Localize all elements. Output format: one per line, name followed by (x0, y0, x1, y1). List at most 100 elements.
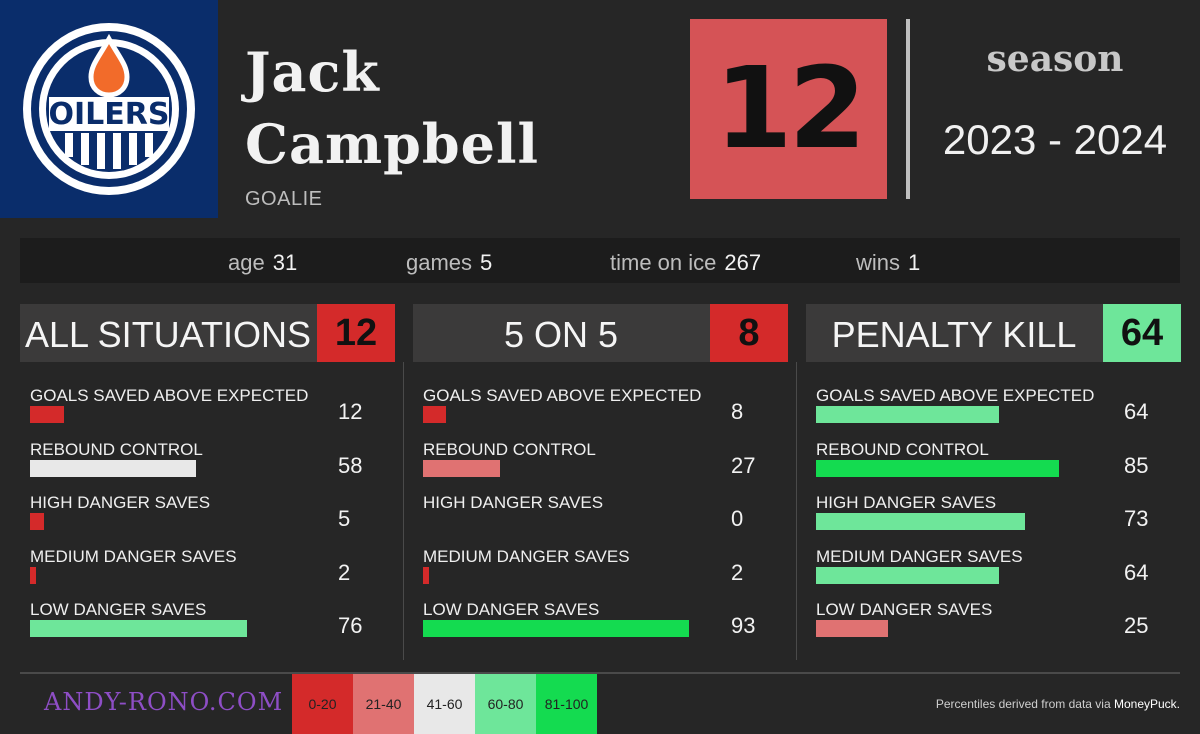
metric-label: MEDIUM DANGER SAVES (423, 546, 630, 566)
metric-label: LOW DANGER SAVES (423, 600, 600, 619)
panel-title: 5 ON 5 (503, 314, 619, 355)
metric-bar (30, 566, 36, 584)
metric-row: MEDIUM DANGER SAVES 2 (423, 547, 783, 597)
metric-label: MEDIUM DANGER SAVES (816, 546, 1023, 566)
metric-bar (423, 406, 446, 423)
metric-label: GOALS SAVED ABOVE EXPECTED (30, 386, 309, 405)
season-years: 2023 - 2024 (942, 116, 1168, 163)
metric-value: 2 (338, 559, 351, 585)
legend-cell-0-20: 0-20 (292, 674, 353, 734)
info-wins-label: wins (856, 250, 901, 275)
metric-label: REBOUND CONTROL (30, 439, 203, 459)
metric-row: LOW DANGER SAVES 76 (30, 600, 390, 650)
metric-value: 73 (1124, 506, 1149, 531)
panel-separator (403, 362, 404, 660)
panel-score: 12 (317, 304, 395, 362)
metric-label: HIGH DANGER SAVES (423, 493, 604, 512)
metric-label: MEDIUM DANGER SAVES (30, 546, 237, 566)
metric-label: HIGH DANGER SAVES (816, 493, 997, 512)
legend-cell-41-60: 41-60 (414, 674, 475, 734)
metric-value: 5 (338, 506, 351, 531)
metric-label: REBOUND CONTROL (816, 439, 989, 459)
metric-row: HIGH DANGER SAVES 5 (30, 493, 390, 543)
metric-row: MEDIUM DANGER SAVES 64 (816, 547, 1176, 597)
metric-row: GOALS SAVED ABOVE EXPECTED 12 (30, 386, 390, 436)
metric-bar (423, 566, 429, 584)
source-link[interactable]: MoneyPuck. (1113, 697, 1180, 711)
metric-bar (30, 406, 64, 423)
info-age: age 31 (228, 250, 297, 276)
metric-bar (423, 459, 500, 477)
player-position: GOALIE (245, 188, 323, 210)
metric-row: HIGH DANGER SAVES 0 (423, 493, 783, 543)
metric-row: MEDIUM DANGER SAVES 2 (30, 547, 390, 597)
metric-bar (816, 566, 999, 584)
panel-score: 8 (710, 304, 788, 362)
metric-bar (816, 406, 999, 423)
panel-header: 5 ON 5 8 (413, 304, 788, 362)
metric-value: 93 (731, 613, 756, 638)
metric-label: LOW DANGER SAVES (30, 600, 207, 619)
info-age-value: 31 (272, 250, 298, 275)
metric-value: 27 (731, 452, 756, 478)
panel-title: PENALTY KILL (831, 314, 1077, 355)
source-text: Percentiles derived from data via (935, 697, 1111, 711)
metric-label: LOW DANGER SAVES (816, 600, 993, 619)
season-label: season (986, 38, 1124, 80)
metric-row: REBOUND CONTROL 27 (423, 440, 783, 490)
metric-value: 2 (731, 559, 744, 585)
site-link[interactable]: ANDY-RONO.COM (44, 688, 284, 716)
player-info-bar: age 31 games 5 time on ice 267 wins 1 (20, 238, 1180, 283)
metric-bar (816, 620, 888, 637)
panel-title: ALL SITUATIONS (24, 314, 312, 355)
logo-wordmark: OILERS (49, 97, 170, 132)
panel-header: PENALTY KILL 64 (806, 304, 1181, 362)
metric-bar (816, 459, 1059, 477)
metric-value: 8 (731, 399, 744, 424)
metric-value: 0 (731, 506, 744, 531)
metric-value: 58 (338, 452, 363, 478)
info-games: games 5 (406, 250, 492, 276)
info-time-on-ice: time on ice 267 (610, 250, 761, 276)
source-credit: Percentiles derived from data via MoneyP… (936, 697, 1180, 711)
metric-value: 76 (338, 613, 363, 638)
info-time-on-ice-value: 267 (724, 250, 762, 275)
metric-row: GOALS SAVED ABOVE EXPECTED 8 (423, 386, 783, 436)
metric-row: LOW DANGER SAVES 25 (816, 600, 1176, 650)
panel-5-on-5: 5 ON 5 8 GOALS SAVED ABOVE EXPECTED 8 REBOUN… (413, 304, 788, 660)
footer-divider (20, 672, 1180, 674)
team-logo-panel: OILERS (0, 0, 218, 218)
panel-header: ALL SITUATIONS 12 (20, 304, 395, 362)
metric-value: 85 (1124, 452, 1149, 478)
info-time-on-ice-label: time on ice (610, 250, 717, 275)
metric-row: GOALS SAVED ABOVE EXPECTED 64 (816, 386, 1176, 436)
panel-separator (796, 362, 797, 660)
metric-row: LOW DANGER SAVES 93 (423, 600, 783, 650)
info-games-value: 5 (480, 250, 493, 275)
percentile-legend: 0-20 21-40 41-60 60-80 81-100 (292, 674, 597, 734)
metric-bar (30, 459, 196, 477)
panel-score: 64 (1103, 304, 1181, 362)
legend-cell-60-80: 60-80 (475, 674, 536, 734)
metric-row: HIGH DANGER SAVES 73 (816, 493, 1176, 543)
legend-cell-81-100: 81-100 (536, 674, 597, 734)
info-wins-value: 1 (908, 250, 921, 275)
player-first-name: Jack (245, 40, 380, 104)
panel-penalty-kill: PENALTY KILL 64 GOALS SAVED ABOVE EXPECTED… (806, 304, 1181, 660)
oilers-logo-icon: OILERS (23, 23, 195, 195)
metric-bar (816, 513, 1025, 530)
metric-bar (30, 513, 44, 530)
metric-bar (423, 620, 689, 637)
metric-label: GOALS SAVED ABOVE EXPECTED (423, 386, 702, 405)
metric-value: 64 (1124, 399, 1149, 424)
metric-label: GOALS SAVED ABOVE EXPECTED (816, 386, 1095, 405)
metric-value: 12 (338, 399, 363, 424)
metric-label: HIGH DANGER SAVES (30, 493, 211, 512)
metric-bar (30, 620, 247, 637)
player-last-name: Campbell (245, 112, 540, 176)
info-wins: wins 1 (856, 250, 920, 276)
metric-value: 25 (1124, 613, 1149, 638)
legend-cell-21-40: 21-40 (353, 674, 414, 734)
metric-row: REBOUND CONTROL 58 (30, 440, 390, 490)
panel-all-situations: ALL SITUATIONS 12 GOALS SAVED ABOVE EXPECT… (20, 304, 395, 660)
